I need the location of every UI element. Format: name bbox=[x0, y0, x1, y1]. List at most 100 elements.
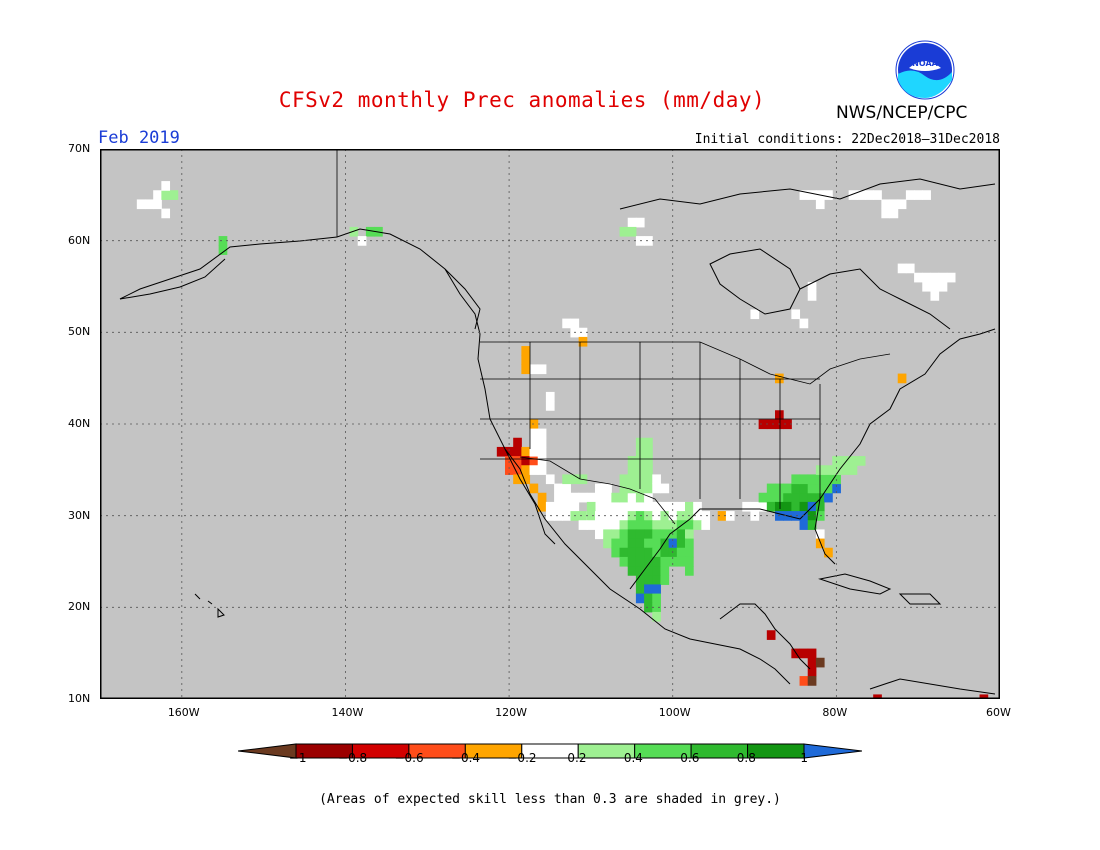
anomaly-cell bbox=[644, 236, 653, 246]
anomaly-cell bbox=[775, 483, 784, 494]
anomaly-cell bbox=[783, 483, 792, 494]
anomaly-cell bbox=[652, 538, 661, 549]
anomaly-cell bbox=[775, 501, 784, 512]
anomaly-cell bbox=[685, 501, 694, 512]
anomaly-cell bbox=[570, 501, 580, 512]
anomaly-cell bbox=[537, 456, 547, 466]
anomaly-cell bbox=[660, 538, 670, 549]
anomaly-cell bbox=[807, 648, 817, 659]
anomaly-cell bbox=[758, 492, 768, 503]
map-frame bbox=[100, 149, 1000, 699]
anomaly-cell bbox=[807, 281, 817, 292]
anomaly-cell bbox=[562, 511, 571, 521]
anomaly-cell bbox=[545, 501, 555, 512]
anomaly-cell bbox=[668, 538, 678, 549]
anomaly-cell bbox=[881, 199, 891, 210]
anomaly-cell bbox=[652, 511, 661, 521]
anomaly-cell bbox=[807, 666, 817, 677]
anomaly-cell bbox=[619, 538, 629, 549]
anomaly-cell bbox=[848, 465, 858, 475]
central-america-coast bbox=[719, 603, 811, 670]
anomaly-cell bbox=[627, 547, 637, 558]
latitude-tick-label: 30N bbox=[68, 508, 91, 522]
baja-coast bbox=[504, 448, 556, 545]
latitude-tick-label: 10N bbox=[68, 692, 91, 705]
anomaly-cell bbox=[685, 566, 694, 576]
anomaly-cell bbox=[611, 520, 621, 530]
anomaly-cell bbox=[218, 236, 228, 246]
anomaly-cell bbox=[775, 410, 784, 420]
skill-footnote: (Areas of expected skill less than 0.3 a… bbox=[319, 792, 781, 807]
anomaly-cell bbox=[840, 456, 850, 466]
anomaly-cell bbox=[685, 538, 694, 549]
anomaly-cell bbox=[586, 520, 596, 530]
anomaly-cell bbox=[644, 538, 653, 549]
anomaly-cell bbox=[824, 474, 833, 485]
anomaly-cell bbox=[627, 483, 637, 494]
anomaly-cell bbox=[570, 318, 580, 329]
colorbar-high-arrow bbox=[803, 743, 862, 759]
anomaly-cell bbox=[799, 190, 809, 200]
north-pacific-coast bbox=[444, 268, 791, 685]
anomaly-cell bbox=[595, 520, 604, 530]
anomaly-cell bbox=[652, 483, 661, 494]
anomaly-cell bbox=[791, 492, 801, 503]
anomaly-cell bbox=[652, 566, 661, 576]
anomaly-cell bbox=[644, 492, 653, 503]
anomaly-cell bbox=[938, 281, 948, 292]
anomaly-cell bbox=[832, 483, 841, 494]
hawaii bbox=[194, 593, 225, 618]
anomaly-cell bbox=[627, 501, 637, 512]
anomaly-cell bbox=[750, 501, 760, 512]
anomaly-cell bbox=[660, 547, 670, 558]
anomaly-cell bbox=[537, 492, 547, 503]
anomaly-cell bbox=[513, 465, 522, 475]
latitude-tick-label: 40N bbox=[68, 417, 91, 430]
political-borders bbox=[336, 149, 891, 525]
colorbar-tick-label: −0.6 bbox=[394, 751, 424, 765]
anomaly-cell bbox=[619, 529, 629, 540]
anomaly-cell bbox=[644, 474, 653, 485]
anomaly-cell bbox=[676, 538, 686, 549]
colorbar-low-arrow bbox=[238, 743, 297, 759]
anomaly-cell bbox=[693, 511, 702, 521]
anomaly-cell bbox=[529, 483, 539, 494]
anomaly-cell bbox=[611, 529, 621, 540]
latitude-tick-label: 60N bbox=[68, 233, 91, 247]
anomaly-cell bbox=[791, 501, 801, 512]
anomaly-cell bbox=[529, 446, 539, 457]
anomaly-cell bbox=[635, 575, 645, 585]
anomaly-cell bbox=[889, 208, 899, 219]
anomaly-cell bbox=[644, 593, 653, 604]
anomaly-cell bbox=[848, 456, 858, 466]
anomaly-cell bbox=[938, 272, 948, 283]
anomaly-cell bbox=[832, 456, 841, 466]
anomaly-cell bbox=[611, 492, 621, 503]
anomaly-cell bbox=[815, 199, 825, 210]
anomaly-cell bbox=[562, 318, 571, 329]
anomaly-cell bbox=[676, 547, 686, 558]
anomaly-cell bbox=[611, 547, 621, 558]
anomaly-cell bbox=[627, 520, 637, 530]
anomaly-cell bbox=[856, 190, 866, 200]
anomaly-cell bbox=[554, 501, 563, 512]
anomaly-cell bbox=[537, 364, 547, 375]
anomaly-cell bbox=[644, 547, 653, 558]
anomaly-cell bbox=[881, 208, 891, 219]
colorbar-tick-label: −1 bbox=[288, 751, 307, 765]
anomaly-cell bbox=[578, 520, 588, 530]
anomaly-cell bbox=[676, 511, 686, 521]
anomaly-cell bbox=[644, 520, 653, 530]
anomaly-cell bbox=[652, 593, 661, 604]
anomaly-cell bbox=[668, 501, 678, 512]
anomaly-cell bbox=[521, 355, 531, 365]
anomaly-cell bbox=[652, 474, 661, 485]
anomaly-cell bbox=[644, 584, 653, 595]
anomaly-cell bbox=[513, 437, 522, 448]
anomaly-cell bbox=[562, 483, 571, 494]
anomaly-cell bbox=[635, 520, 645, 530]
anomaly-cell bbox=[652, 575, 661, 585]
anomaly-cell bbox=[521, 364, 531, 375]
anomaly-cell bbox=[644, 575, 653, 585]
anomaly-cell bbox=[807, 190, 817, 200]
